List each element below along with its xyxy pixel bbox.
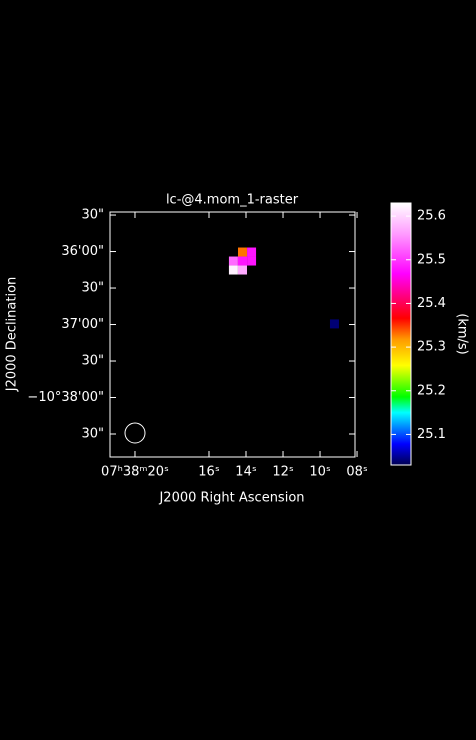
y-tick-label: 30" xyxy=(81,354,104,369)
colorbar xyxy=(390,202,412,466)
x-tick-label: 16ˢ xyxy=(198,465,220,480)
plot-frame xyxy=(109,211,356,458)
y-tick-label: 30" xyxy=(81,427,104,442)
raster-pixel xyxy=(247,256,257,266)
x-tick-label: 07ʰ38ᵐ20ˢ xyxy=(101,465,169,480)
x-tick-label: 14ˢ xyxy=(235,465,257,480)
raster-pixel xyxy=(228,265,238,275)
chart-title: lc-@4.mom_1-raster xyxy=(166,193,299,208)
colorbar-tick-label: 25.1 xyxy=(417,427,446,442)
y-tick-label: 30" xyxy=(81,208,104,223)
x-tick-label: 12ˢ xyxy=(272,465,294,480)
raster-pixel xyxy=(228,256,238,266)
x-tick-label: 08ˢ xyxy=(346,465,368,480)
raster-pixel xyxy=(237,265,247,275)
x-axis-label: J2000 Right Ascension xyxy=(158,491,304,506)
beam xyxy=(124,422,146,444)
colorbar-tick-label: 25.2 xyxy=(417,383,446,398)
x-tick-label: 10ˢ xyxy=(309,465,331,480)
y-tick-label: 36'00" xyxy=(61,244,104,259)
colorbar-tick-label: 25.5 xyxy=(417,252,446,267)
y-tick-label: 30" xyxy=(81,281,104,296)
colorbar-tick-label: 25.3 xyxy=(417,340,446,355)
raster-pixel xyxy=(247,247,257,257)
raster-pixel xyxy=(237,256,247,266)
colorbar-tick-label: 25.4 xyxy=(417,296,446,311)
colorbar-label: (km/s) xyxy=(455,313,470,355)
y-axis-label: J2000 Declination xyxy=(5,277,20,393)
colorbar-tick-label: 25.6 xyxy=(417,209,446,224)
y-tick-label: 37'00" xyxy=(61,317,104,332)
y-tick-label: −10°38'00" xyxy=(27,390,104,405)
raster-pixel xyxy=(237,247,247,257)
raster-pixel xyxy=(329,319,339,329)
